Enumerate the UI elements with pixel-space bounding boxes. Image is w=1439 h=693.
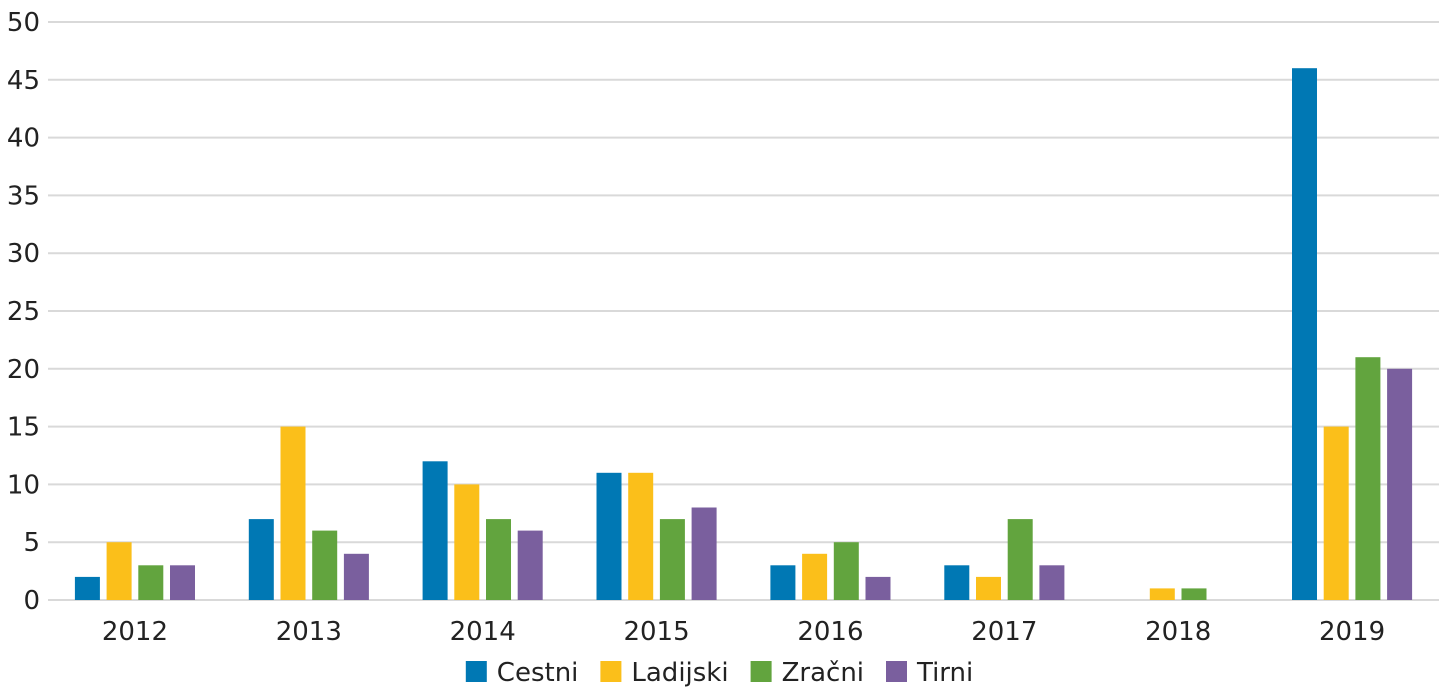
bar-zračni-2019 [1355,357,1381,600]
bar-ladijski-2019 [1323,426,1349,600]
x-tick-label: 2015 [623,617,689,647]
y-tick-label: 0 [23,586,40,616]
bar-cestni-2019 [1292,68,1317,600]
legend-swatch [465,661,487,682]
y-tick-label: 50 [7,8,40,38]
legend-label: Tirni [916,658,973,688]
bar-tirni-2012 [170,565,195,600]
bar-zračni-2017 [1007,519,1033,600]
bar-cestni-2012 [74,576,100,600]
y-tick-label: 40 [7,124,40,154]
bar-ladijski-2012 [106,542,132,600]
bar-zračni-2018 [1181,588,1207,600]
bar-cestni-2016 [770,565,796,600]
legend-label: Ladijski [631,658,728,688]
bars [74,68,1413,600]
bar-tirni-2016 [865,576,891,600]
y-tick-label: 20 [7,355,40,385]
bar-ladijski-2015 [628,472,654,600]
y-tick-label: 10 [7,470,40,500]
bar-tirni-2017 [1039,565,1065,600]
legend-label: Zračni [782,658,864,688]
bar-ladijski-2018 [1149,588,1175,600]
bar-ladijski-2014 [454,484,480,600]
bar-zračni-2016 [833,542,859,600]
x-tick-label: 2017 [971,617,1037,647]
x-tick-label: 2012 [102,617,168,647]
legend-swatch [750,661,772,682]
legend-swatch [886,661,907,682]
bar-cestni-2015 [596,472,622,600]
bar-ladijski-2016 [802,553,828,600]
bar-zračni-2015 [659,519,685,600]
y-tick-label: 45 [7,66,40,96]
bar-tirni-2014 [517,530,543,600]
bar-tirni-2013 [343,553,369,600]
bar-zračni-2014 [486,519,511,600]
bar-cestni-2014 [422,461,448,600]
bar-cestni-2017 [944,565,970,600]
x-tick-label: 2018 [1145,617,1211,647]
x-tick-label: 2019 [1319,617,1385,647]
y-tick-label: 35 [7,181,40,211]
bar-ladijski-2017 [976,576,1001,600]
y-tick-label: 25 [7,297,40,327]
bar-cestni-2013 [248,519,274,600]
legend-swatch [600,661,622,682]
y-tick-label: 15 [7,413,40,443]
gridlines [48,21,1439,601]
x-tick-label: 2016 [797,617,863,647]
bar-ladijski-2013 [280,426,306,600]
bar-zračni-2013 [312,530,338,600]
x-tick-label: 2013 [276,617,342,647]
x-axis-ticks: 2012 2013 2014 2015 2016 2017 2018 2019 [102,617,1385,647]
bar-tirni-2019 [1387,368,1413,600]
legend-label: Cestni [497,658,579,688]
x-tick-label: 2014 [450,617,516,647]
y-tick-label: 5 [23,528,40,558]
bar-tirni-2015 [691,507,717,600]
legend: Cestni Ladijski Zračni Tirni [465,658,973,688]
y-tick-label: 30 [7,239,40,269]
y-axis-ticks: 0 5 10 15 20 25 30 35 40 45 50 [7,8,40,616]
bar-zračni-2012 [138,565,164,600]
